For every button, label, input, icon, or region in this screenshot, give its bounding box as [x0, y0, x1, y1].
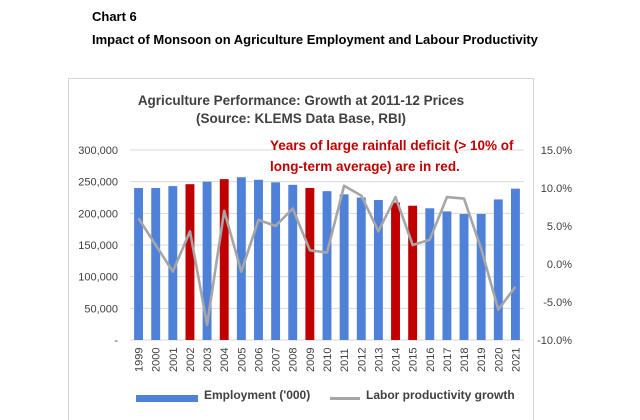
chart-subtitle: (Source: KLEMS Data Base, RBI) [195, 111, 407, 126]
legend-employment-swatch [136, 395, 198, 402]
annotation-line-2: long-term average) are in red. [270, 159, 460, 174]
x-tick-label: 2003 [202, 348, 214, 372]
bar-2020 [493, 199, 503, 340]
bar-2021 [510, 188, 520, 340]
x-tick-label: 2014 [391, 348, 403, 372]
y-left-tick-label: 250,000 [78, 177, 118, 189]
x-tick-label: 2008 [288, 348, 300, 372]
bar-2016 [425, 208, 435, 340]
bar-2001 [168, 186, 178, 340]
bar-2014 [391, 202, 400, 340]
x-tick-label: 2016 [425, 348, 437, 372]
x-tick-label: 1999 [134, 348, 146, 372]
chart-caption: Impact of Monsoon on Agriculture Employm… [92, 32, 538, 47]
x-tick-label: 2007 [271, 348, 283, 372]
x-tick-label: 2011 [339, 348, 351, 372]
bar-2011 [339, 194, 349, 340]
chart-number: Chart 6 [92, 9, 137, 24]
bar-1999 [134, 188, 144, 340]
bar-2012 [356, 197, 366, 340]
bar-2018 [459, 213, 469, 340]
x-tick-label: 2015 [408, 348, 420, 372]
x-tick-label: 2005 [236, 348, 248, 372]
y-right-tick-label: 15.0% [541, 145, 572, 157]
y-left-tick-label: 200,000 [78, 208, 118, 220]
x-tick-label: 2020 [493, 348, 505, 372]
bar-2015 [408, 205, 418, 340]
y-right-tick-label: -5.0% [543, 297, 572, 309]
y-left-tick-label: 300,000 [78, 145, 118, 157]
annotation-line-1: Years of large rainfall deficit (> 10% o… [270, 138, 514, 153]
x-tick-label: 2018 [459, 348, 471, 372]
bar-2007 [271, 182, 281, 340]
x-tick-label: 2001 [168, 348, 180, 372]
bar-2003 [202, 181, 212, 340]
y-left-tick-label: 150,000 [78, 240, 118, 252]
bar-2005 [236, 177, 246, 340]
y-right-tick-label: 0.0% [547, 259, 572, 271]
bar-2009 [305, 188, 315, 340]
x-tick-label: 2019 [476, 348, 488, 372]
bar-2006 [254, 179, 263, 340]
x-tick-label: 2021 [510, 348, 522, 372]
x-tick-label: 2002 [185, 348, 197, 372]
legend-productivity-label: Labor productivity growth [366, 388, 515, 402]
bar-2002 [185, 184, 195, 340]
bar-2004 [219, 179, 229, 340]
bar-2019 [476, 213, 486, 340]
x-tick-label: 2012 [356, 348, 368, 372]
bar-2000 [151, 188, 161, 340]
bar-2008 [288, 184, 298, 340]
y-left-tick-label: 100,000 [78, 272, 118, 284]
x-tick-label: 2009 [305, 348, 317, 372]
y-right-tick-label: 5.0% [547, 221, 572, 233]
x-tick-label: 2004 [219, 348, 231, 372]
x-tick-label: 2010 [322, 348, 334, 372]
x-tick-label: 2017 [442, 348, 454, 372]
x-tick-label: 2006 [253, 348, 265, 372]
chart-title: Agriculture Performance: Growth at 2011-… [137, 93, 465, 108]
x-tick-label: 2013 [373, 348, 385, 372]
chart-panel [68, 78, 534, 420]
y-left-tick-label: 50,000 [84, 303, 118, 315]
legend-employment-label: Employment ('000) [204, 388, 311, 402]
bar-2017 [442, 211, 452, 340]
legend-productivity-swatch [330, 397, 360, 400]
bar-2013 [373, 200, 383, 340]
x-tick-label: 2000 [151, 348, 163, 372]
y-left-tick-label: - [114, 335, 118, 347]
bar-2010 [322, 191, 332, 340]
y-right-tick-label: 10.0% [541, 183, 572, 195]
y-right-tick-label: -10.0% [537, 335, 572, 347]
